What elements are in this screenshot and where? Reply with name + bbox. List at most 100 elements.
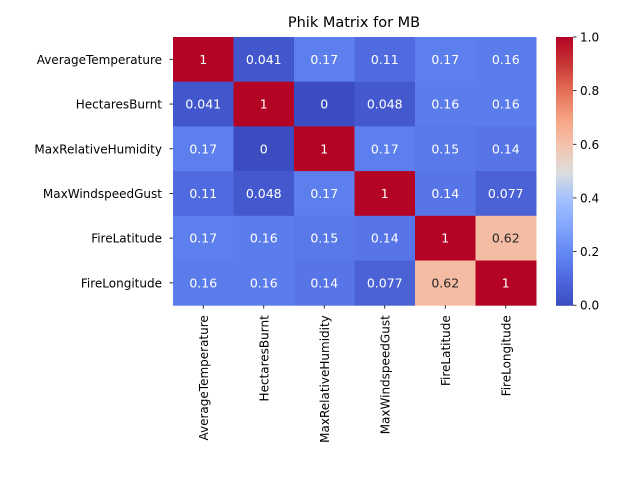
colorbar-segment [556,157,573,161]
colorbar-segment [556,101,573,105]
colorbar-segment [556,112,573,116]
cell-value-label: 0.16 [189,275,217,290]
cell-value-label: 0.17 [310,186,338,201]
colorbar-segment [556,115,573,119]
colorbar-segment [556,48,573,52]
colorbar-segment [556,220,573,224]
heatmap-cell [354,260,416,306]
colorbar-segment [556,204,573,208]
colorbar-segment [556,137,573,141]
colorbar-segment [556,240,573,244]
colorbar-segment [556,273,573,277]
heatmap-cell [233,215,295,261]
colorbar-segment [556,90,573,94]
colorbar-segment [556,66,573,69]
heatmap-cell [354,171,416,217]
colorbar-segment [556,119,573,123]
cell-value-label: 0.077 [488,186,524,201]
colorbar-tick-label: 0.0 [580,299,599,313]
colorbar: 0.0 0.2 0.4 0.6 0.8 1.0 [556,31,599,313]
cell-value-label: 0.11 [371,52,399,67]
heatmap-cell [415,171,476,217]
colorbar-segment [556,124,573,127]
cell-value-label: 0.17 [189,141,217,156]
colorbar-segment [556,186,573,190]
colorbar-segment [556,206,573,210]
cell-value-label: 0.077 [367,275,403,290]
colorbar-segment [556,242,573,246]
heatmap-cell [415,215,476,261]
colorbar-tick-label: 0.2 [580,245,599,259]
cell-value-label: 0.17 [189,231,217,246]
cell-value-label: 1 [502,275,510,290]
heatmap-cell [354,81,416,127]
row-tick-label: MaxRelativeHumidity [34,142,162,156]
colorbar-segment [556,226,573,230]
colorbar-segment [556,177,573,181]
cell-value-label: 0.17 [371,141,399,156]
colorbar-segment [556,153,573,157]
cell-value-label: 1 [441,231,449,246]
heatmap-cell [354,37,416,83]
cell-value-label: 0.14 [492,141,520,156]
colorbar-segment [556,271,573,275]
colorbar-segment [556,61,573,65]
colorbar-segment [556,166,573,170]
heatmap-cell [475,260,537,306]
heatmap-cell [173,37,234,83]
colorbar-segment [556,251,573,255]
heatmap-cell [233,37,295,83]
colorbar-segment [556,182,573,186]
heatmap-cell [294,126,355,172]
colorbar-segment [556,108,573,112]
colorbar-segment [556,300,573,304]
row-tick-label: FireLongitude [81,276,162,290]
column-tick-label: MaxWindspeedGust [378,315,392,434]
heatmap-cell [415,260,476,306]
colorbar-segment [556,231,573,235]
colorbar-segment [556,37,573,40]
colorbar-segment [556,135,573,139]
colorbar-segment [556,106,573,110]
cell-value-label: 0.048 [246,186,282,201]
heatmap-cell [294,260,355,306]
heatmap-cell [475,215,537,261]
colorbar-segment [556,99,573,103]
colorbar-segment [556,117,573,121]
colorbar-segment [556,298,573,302]
colorbar-segment [556,233,573,237]
colorbar-segment [556,148,573,152]
colorbar-segment [556,280,573,284]
colorbar-tick-label: 1.0 [580,31,599,45]
cell-value-label: 0.62 [492,231,520,246]
heatmap-cell [475,37,537,83]
colorbar-segment [556,74,573,78]
colorbar-segment [556,235,573,239]
colorbar-segment [556,164,573,168]
colorbar-segment [556,209,573,212]
colorbar-segment [556,264,573,268]
colorbar-segment [556,72,573,76]
colorbar-segment [556,88,573,92]
colorbar-segment [556,104,573,107]
row-tick-labels: AverageTemperature HectaresBurnt MaxRelati… [34,53,173,290]
colorbar-segment [556,282,573,286]
column-tick-label: MaxRelativeHumidity [318,315,332,443]
colorbar-segment [556,70,573,74]
colorbar-segment [556,229,573,233]
heatmap-cell [475,81,537,127]
colorbar-segment [556,193,573,197]
colorbar-tick-label: 0.6 [580,138,599,152]
heatmap-cell [294,81,355,127]
heatmap-cell [173,215,234,261]
heatmap-cell [475,126,537,172]
colorbar-segment [556,59,573,63]
colorbar-segment [556,262,573,266]
colorbar-segment [556,146,573,150]
colorbar-segment [556,86,573,90]
cell-value-label: 0.11 [189,186,217,201]
colorbar-segment [556,57,573,60]
colorbar-segment [556,218,573,221]
colorbar-segment [556,43,573,47]
